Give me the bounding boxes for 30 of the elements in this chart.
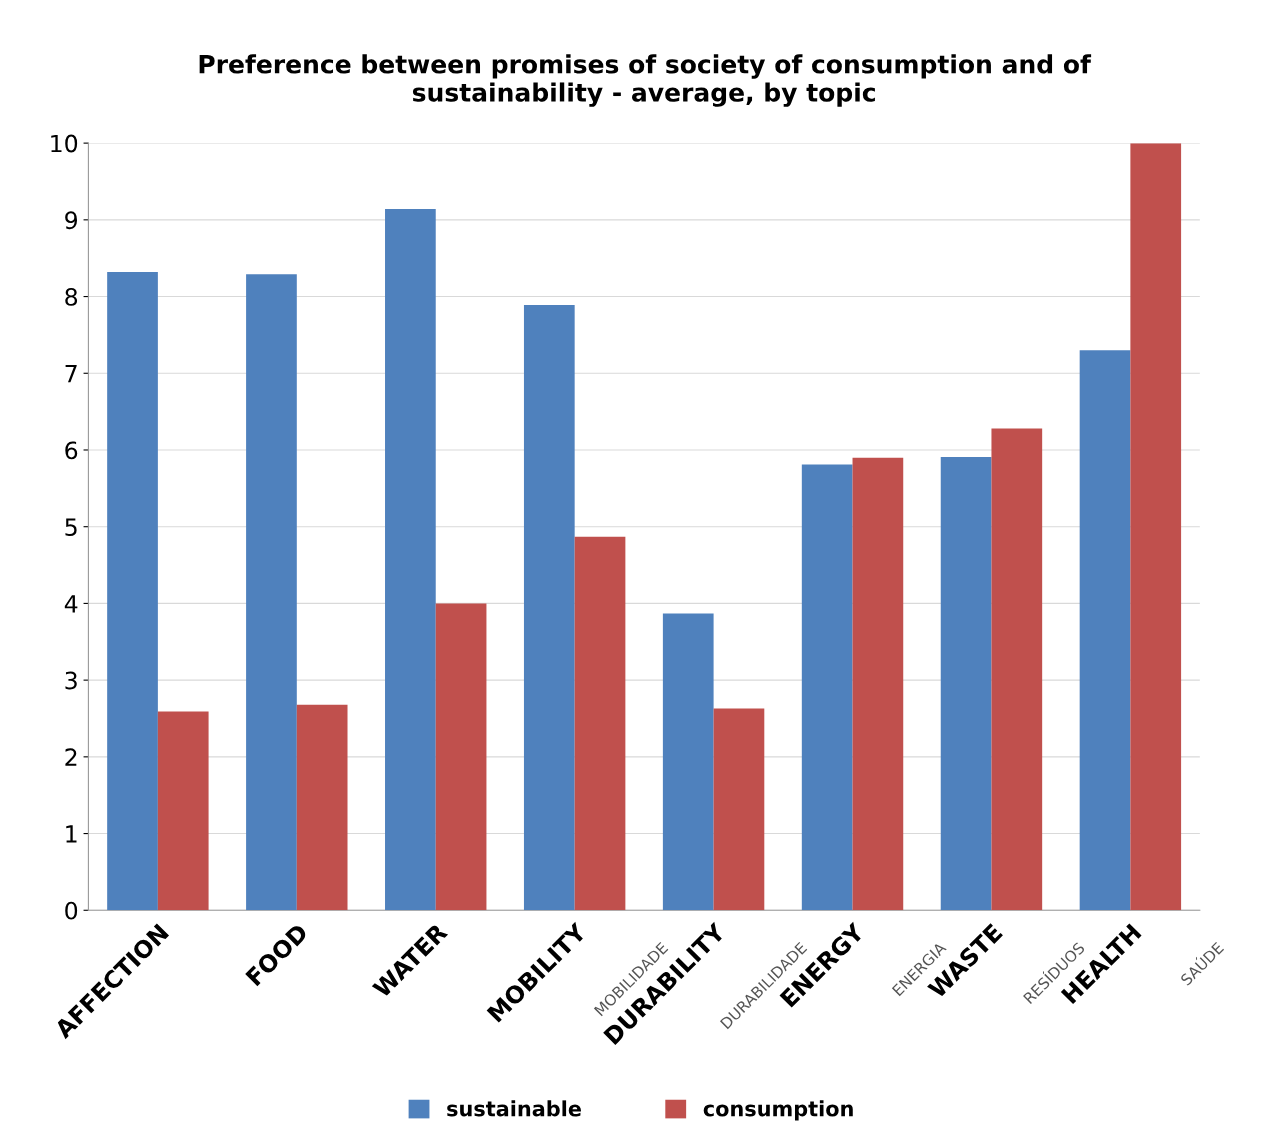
y-tick-label: 1: [66, 825, 77, 843]
bar: [385, 209, 436, 911]
y-tick-label: 7: [65, 365, 77, 383]
bar: [157, 711, 209, 911]
y-tick-label: 6: [65, 441, 78, 460]
bar: [991, 428, 1043, 911]
y-tick-label: 3: [65, 671, 77, 690]
bar: [296, 704, 348, 911]
bar: [107, 272, 158, 911]
bar: [713, 708, 765, 911]
legend-label: consumption: [703, 1100, 853, 1121]
chart-title: Preference between promises of society of consumption and of sustainability - average, by topic: [199, 54, 1092, 107]
y-tick-label: 0: [65, 901, 78, 920]
y-tick-label: 5: [65, 518, 77, 537]
bar: [523, 304, 575, 911]
y-tick-label: 10: [51, 134, 78, 153]
bar: [940, 456, 992, 911]
y-tick-label: 4: [64, 595, 78, 613]
y-tick-label: 2: [65, 748, 77, 766]
bar: [801, 464, 853, 911]
y-tick-label: 9: [65, 211, 78, 230]
y-tick-label: 8: [65, 288, 78, 306]
legend-label: sustainable: [447, 1100, 581, 1117]
bar: [1079, 350, 1131, 911]
bar: [435, 603, 487, 911]
bar: [1130, 143, 1182, 911]
bar: [662, 613, 714, 911]
bar: [574, 536, 626, 911]
bar: [246, 274, 297, 911]
bar: [852, 457, 904, 911]
